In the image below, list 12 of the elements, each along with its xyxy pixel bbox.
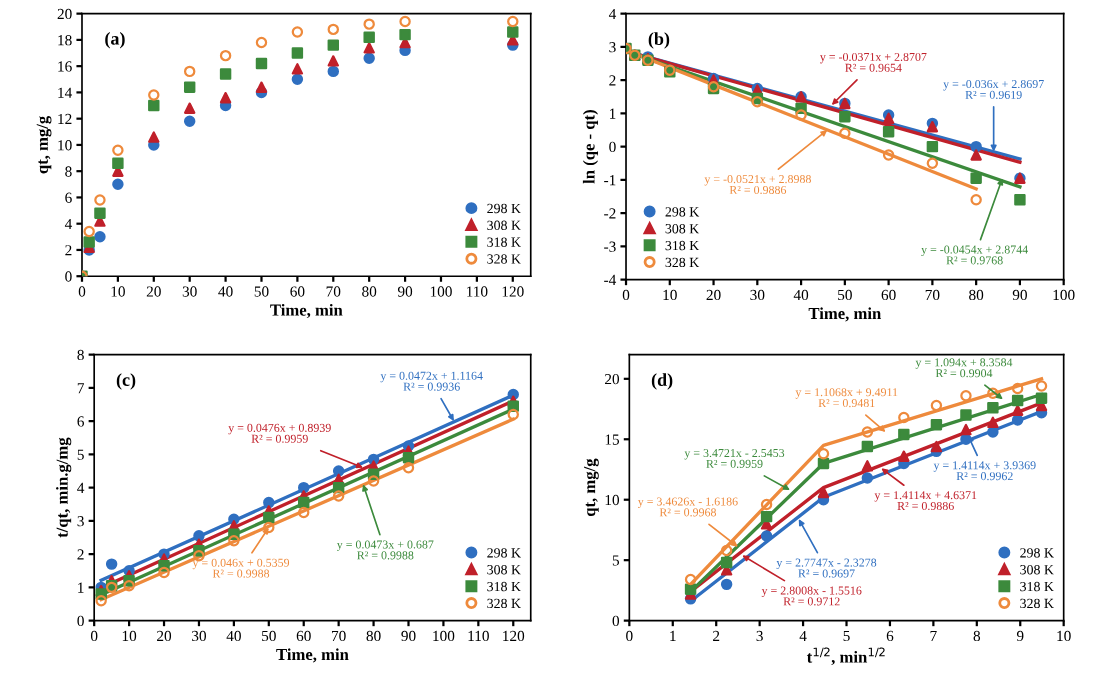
x-axis-title: Time, min	[808, 307, 882, 322]
text: (c)	[116, 373, 136, 390]
x-axis-title: t$^{1/2}$, min$^{1/2}$	[806, 647, 885, 666]
text: (b)	[648, 32, 670, 49]
text: (a)	[105, 32, 125, 49]
y-axis-title: ln (qe - qt)	[582, 110, 599, 184]
x-axis-title: Time, min	[270, 303, 343, 319]
y-axis-title: qt, mg/g	[584, 458, 599, 517]
x-axis-title: Time, min	[276, 648, 349, 663]
text: (d)	[651, 373, 673, 390]
y-axis-title: t/qt, min.g/mg	[56, 437, 72, 538]
y-axis-title: qt, mg/g	[36, 115, 52, 174]
